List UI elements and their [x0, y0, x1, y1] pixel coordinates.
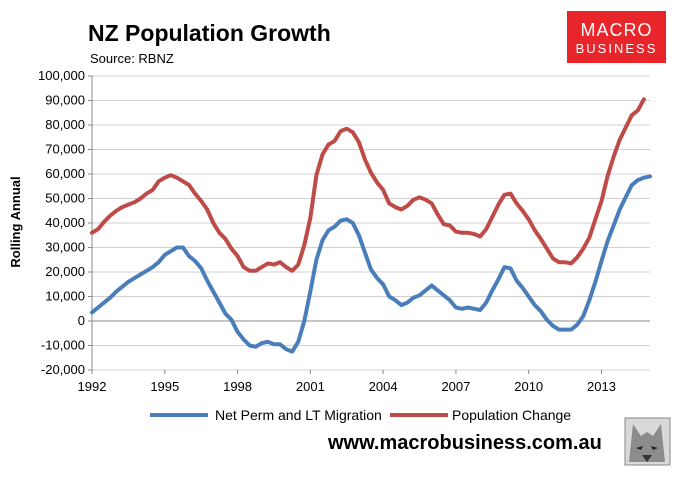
wolf-eyes [636, 446, 658, 450]
y-tick-label: 40,000 [45, 215, 85, 230]
x-tick-label: 2010 [514, 379, 543, 394]
y-tick-label: -20,000 [41, 362, 85, 377]
y-tick-label: -10,000 [41, 338, 85, 353]
legend-label-migration: Net Perm and LT Migration [215, 407, 382, 423]
x-tick-label: 1992 [78, 379, 107, 394]
plot-series [90, 97, 652, 354]
x-tick-label: 2013 [587, 379, 616, 394]
y-tick-label: 80,000 [45, 117, 85, 132]
logo-text-business: BUSINESS [576, 41, 658, 56]
chart-title: NZ Population Growth [88, 20, 331, 46]
legend-label-population: Population Change [452, 407, 571, 423]
axes: 100,000 90,000 80,000 70,000 60,000 50,000 40,… [38, 68, 650, 394]
y-tick-label: 30,000 [45, 240, 85, 255]
legend: Net Perm and LT Migration Population Cha… [150, 407, 571, 423]
x-tick-label: 2004 [369, 379, 398, 394]
y-tick-label: 20,000 [45, 264, 85, 279]
y-tick-label: 90,000 [45, 93, 85, 108]
x-tick-label: 1995 [150, 379, 179, 394]
wolf-head-icon [624, 417, 671, 466]
website-url: www.macrobusiness.com.au [327, 432, 602, 454]
y-tick-label: 100,000 [38, 68, 85, 83]
y-tick-label: 0 [78, 313, 85, 328]
wolf-snout [642, 455, 652, 462]
chart-source: Source: RBNZ [90, 51, 174, 66]
x-tick-label: 2007 [441, 379, 470, 394]
y-axis-label: Rolling Annual [8, 176, 23, 267]
logo-background [567, 11, 666, 63]
series-line-population [90, 97, 646, 273]
x-tick-label: 2001 [296, 379, 325, 394]
y-tick-label: 70,000 [45, 142, 85, 157]
y-tick-label: 60,000 [45, 166, 85, 181]
y-tick-label: 10,000 [45, 289, 85, 304]
macrobusiness-logo: MACRO BUSINESS [567, 11, 666, 63]
logo-text-macro: MACRO [581, 20, 653, 40]
y-tick-label: 50,000 [45, 191, 85, 206]
wolf-head-shape [629, 424, 665, 462]
series-line-migration [90, 174, 652, 354]
x-tick-label: 1998 [223, 379, 252, 394]
